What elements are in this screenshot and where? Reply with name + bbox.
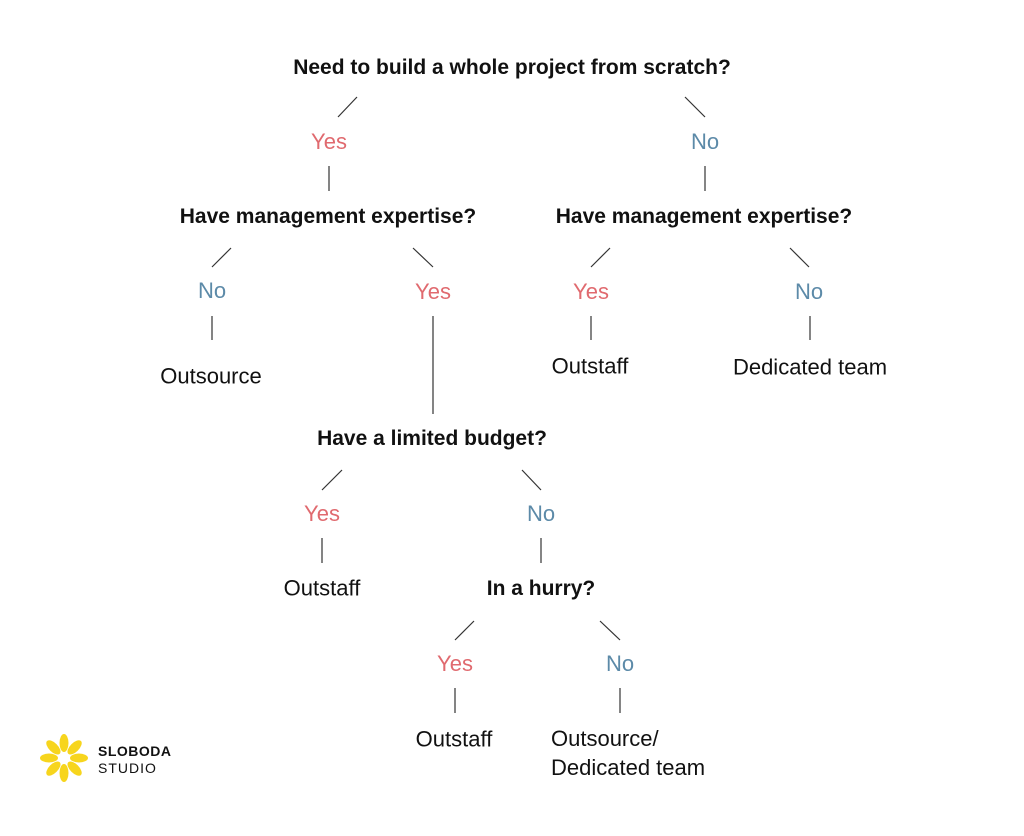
question-limited-budget: Have a limited budget? [317, 427, 547, 450]
question-management-expertise-left: Have management expertise? [179, 205, 477, 228]
question-in-a-hurry: In a hurry? [486, 577, 596, 600]
answer-yes-q2left: Yes [415, 279, 451, 304]
result-outstaff-budget: Outstaff [283, 575, 361, 601]
result-outstaff-right: Outstaff [551, 353, 629, 379]
connector-q2left-yes [412, 247, 434, 268]
connector-q3-yes [321, 469, 343, 491]
result-outsource: Outsource [160, 363, 262, 389]
result-dedicated-team: Dedicated team [732, 354, 888, 380]
connector-q2left-no [211, 247, 232, 268]
result-outsource-dedicated-line1: Outsource/ [551, 726, 659, 751]
connector-q2right-no [789, 247, 810, 268]
connector-q4-no [599, 620, 621, 641]
answer-yes-q1: Yes [311, 129, 347, 154]
answer-no-q2right: No [794, 279, 824, 304]
connector-q3-no [521, 469, 542, 491]
connector-q1-no [684, 96, 706, 118]
connector-q2right-yes [590, 247, 611, 268]
sloboda-studio-logo: SLOBODA STUDIO [38, 732, 188, 784]
result-outsource-dedicated-line2: Dedicated team [551, 755, 706, 780]
answer-no-q2left: No [197, 278, 227, 303]
logo-line1: SLOBODA [98, 743, 172, 759]
logo-wordmark: SLOBODA STUDIO [98, 743, 172, 777]
question-build-from-scratch: Need to build a whole project from scrat… [293, 56, 731, 79]
connector-q1-yes [337, 96, 358, 118]
sunflower-icon [40, 734, 88, 782]
answer-yes-q4: Yes [437, 651, 473, 676]
question-management-expertise-right: Have management expertise? [555, 205, 853, 228]
connector-q4-yes [454, 620, 475, 641]
answer-no-q3: No [526, 501, 556, 526]
result-outstaff-hurry: Outstaff [415, 726, 493, 752]
answer-no-q4: No [605, 651, 635, 676]
answer-no-q1: No [690, 129, 720, 154]
answer-yes-q2right: Yes [573, 279, 609, 304]
logo-line2: STUDIO [98, 760, 157, 776]
result-outsource-dedicated: Outsource/ Dedicated team [551, 724, 705, 782]
answer-yes-q3: Yes [304, 501, 340, 526]
